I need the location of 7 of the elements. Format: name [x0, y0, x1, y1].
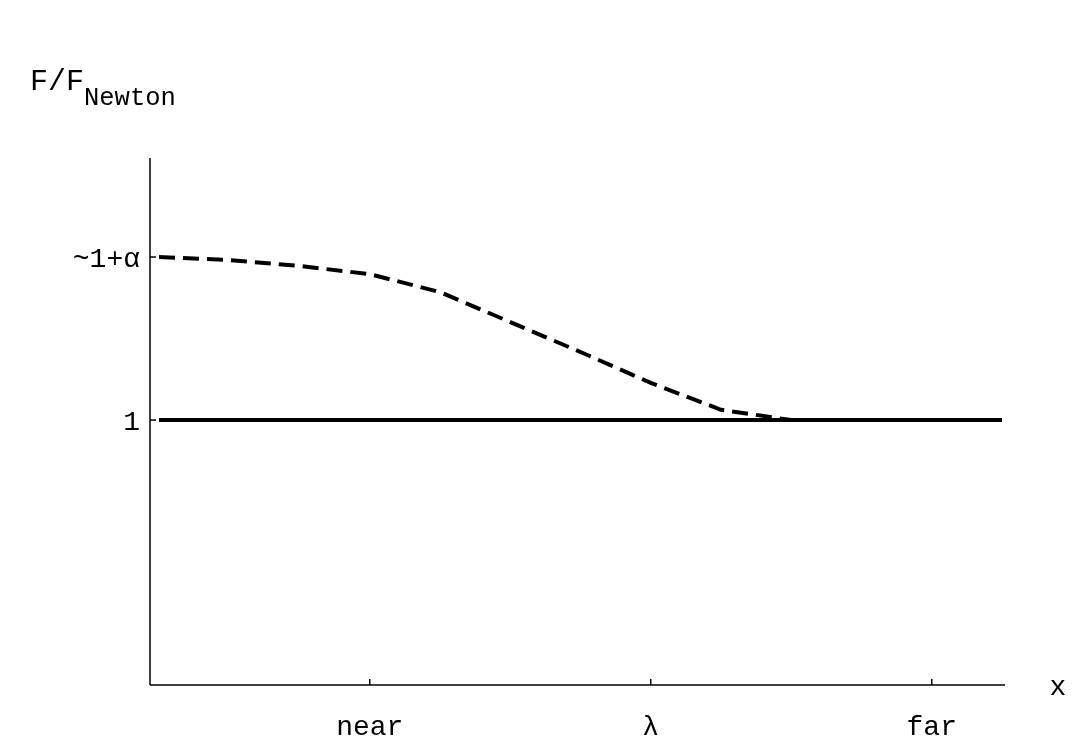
y-axis-title: F/F$_{Newton}$ [30, 65, 176, 113]
x-tick-label: near [336, 712, 404, 743]
x-tick-label: λ [642, 712, 660, 743]
text: ~1+α [72, 243, 140, 275]
x-tick-label: far [906, 712, 957, 743]
text: 1 [123, 406, 140, 438]
x-axis-title: x [1049, 672, 1067, 703]
